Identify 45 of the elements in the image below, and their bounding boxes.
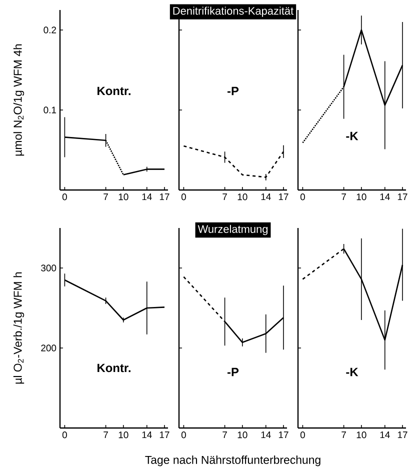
annotation: -P — [227, 368, 239, 376]
x-tick-label: 14 — [380, 194, 390, 200]
x-tick-label: 10 — [118, 432, 128, 438]
y-tick-label: 0.2 — [44, 26, 56, 34]
x-axis-title: Tage nach Nährstoffunterbrechung — [145, 456, 320, 466]
x-tick-label: 17 — [160, 432, 170, 438]
x-tick-label: 0 — [300, 194, 305, 200]
annotation: Kontr. — [98, 86, 130, 96]
y-tick-label: 200 — [41, 344, 56, 352]
y-tick-label: 0.1 — [44, 106, 56, 114]
y-axis-title: µmol N$_{2}$O/1g WFM 4h — [13, 44, 24, 156]
annotation: -K — [346, 368, 358, 376]
x-tick-label: 7 — [104, 194, 108, 200]
x-tick-label: 7 — [342, 432, 346, 438]
x-tick-label: 14 — [261, 194, 271, 200]
x-tick-label: 14 — [142, 432, 152, 438]
x-tick-label: 17 — [160, 194, 170, 200]
x-tick-label: 0 — [181, 194, 186, 200]
chart-title: Wurzelatmung — [198, 224, 268, 236]
x-tick-label: 17 — [278, 432, 288, 438]
x-tick-label: 7 — [342, 194, 346, 200]
x-tick-label: 10 — [118, 194, 128, 200]
x-tick-label: 14 — [142, 194, 152, 200]
x-tick-label: 10 — [238, 432, 248, 438]
annotation: -P — [227, 86, 239, 96]
x-tick-label: 7 — [104, 432, 108, 438]
x-tick-label: 17 — [398, 432, 408, 438]
x-tick-label: 10 — [356, 194, 366, 200]
x-tick-label: 14 — [261, 432, 271, 438]
y-axis-title: µl O$_{2}$-Verb./1g WFM h — [13, 272, 24, 384]
annotation: -K — [346, 132, 358, 140]
annotation: Kontr. — [98, 364, 130, 372]
x-tick-label: 14 — [380, 432, 390, 438]
x-tick-label: 0 — [300, 432, 305, 438]
chart-title: Denitrifikations-Kapazität — [173, 6, 294, 17]
x-tick-label: 10 — [238, 194, 248, 200]
x-tick-label: 10 — [356, 432, 366, 438]
y-tick-label: 300 — [41, 264, 56, 272]
x-tick-label: 7 — [222, 432, 227, 438]
x-tick-label: 17 — [398, 194, 408, 200]
x-tick-label: 0 — [181, 432, 186, 438]
x-tick-label: 7 — [222, 194, 227, 200]
x-tick-label: 0 — [62, 432, 67, 438]
x-tick-label: 17 — [278, 194, 288, 200]
x-tick-label: 0 — [62, 194, 67, 200]
